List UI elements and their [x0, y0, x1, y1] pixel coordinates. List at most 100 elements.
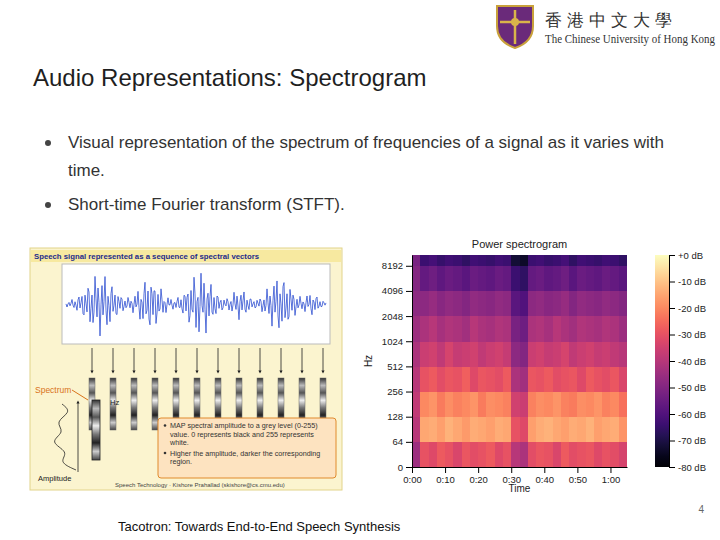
heatmap-cell: [486, 291, 495, 317]
heatmap-cell: [429, 442, 438, 467]
heatmap-cell: [412, 442, 421, 467]
heatmap-cell: [561, 266, 570, 292]
colorbar-axis-tick-mark: [669, 388, 675, 389]
frame-arrow: [176, 348, 177, 372]
heatmap-cell: [420, 341, 429, 367]
heatmap-cell: [412, 316, 421, 342]
note-bullet: [164, 452, 167, 455]
heatmap-cell: [462, 442, 471, 467]
heatmap-cell: [420, 366, 429, 392]
heatmap-cell: [594, 442, 603, 467]
heatmap-cell: [544, 266, 553, 292]
heatmap-cell: [462, 417, 471, 443]
colorbar-axis-tick-mark: [669, 282, 675, 283]
heatmap-cell: [577, 341, 586, 367]
heatmap-cell: [536, 366, 545, 392]
heatmap-cell: [553, 316, 562, 342]
frame-arrow: [92, 348, 93, 372]
x-axis-tick: 0:00: [403, 467, 422, 485]
note-text: Higher the amplitude, darker the corresp…: [170, 449, 320, 467]
heatmap-cell: [486, 366, 495, 392]
heatmap-cell: [610, 442, 619, 467]
heatmap-cell: [594, 291, 603, 317]
heatmap-cell: [503, 417, 512, 443]
heatmap-cell: [486, 266, 495, 292]
y-axis-title: Hz: [363, 355, 374, 367]
colorbar-axis-tick: -10 dB: [669, 276, 706, 287]
heatmap-cell: [619, 442, 627, 467]
heatmap-cell: [445, 266, 454, 292]
figure-background: [30, 248, 342, 490]
heatmap-cell: [536, 255, 545, 266]
colorbar-axis-tick-mark: [669, 255, 675, 256]
heatmap-cell: [511, 341, 520, 367]
heatmap-cell: [462, 392, 471, 418]
heatmap-cell: [503, 291, 512, 317]
x-axis-tick: 0:50: [569, 467, 588, 485]
hz-label: Hz: [110, 398, 119, 407]
heatmap-cell: [453, 291, 462, 317]
heatmap-cell: [445, 442, 454, 467]
heatmap-cell: [569, 392, 578, 418]
heatmap-cell: [437, 417, 446, 443]
heatmap-cell: [462, 266, 471, 292]
heatmap-cell: [470, 442, 479, 467]
heatmap-cell: [594, 316, 603, 342]
heatmap-cell: [412, 341, 421, 367]
x-axis-tick-mark: [445, 467, 446, 473]
heatmap-cell: [437, 442, 446, 467]
heatmap-cell: [528, 255, 537, 266]
heatmap-cell: [412, 255, 421, 266]
heatmap-cell: [602, 442, 611, 467]
heatmap-cell: [478, 392, 487, 418]
colorbar-axis-tick-label: -40 dB: [678, 356, 706, 367]
colorbar-axis: +0 dB-10 dB-20 dB-30 dB-40 dB-50 dB-60 d…: [669, 250, 706, 473]
heatmap-cell: [536, 417, 545, 443]
heatmap-cell: [420, 442, 429, 467]
logo-english: The Chinese University of Hong Kong: [545, 31, 715, 46]
colorbar-axis-tick-mark: [669, 308, 675, 309]
x-axis-tick-mark: [577, 467, 578, 473]
frame-arrow: [302, 348, 303, 372]
caption: Tacotron: Towards End-to-End Speech Synt…: [118, 519, 401, 534]
heatmap-cell: [528, 291, 537, 317]
frame-arrow: [239, 348, 240, 372]
heatmap-cell: [470, 341, 479, 367]
heatmap-cell: [462, 341, 471, 367]
x-axis-tick-label: 0:20: [469, 474, 488, 485]
heatmap-cell: [577, 442, 586, 467]
x-axis-tick-mark: [478, 467, 479, 473]
logo-chinese: 香港中文大學: [545, 10, 677, 30]
colorbar-axis-tick: -60 dB: [669, 409, 706, 420]
colorbar-axis-tick-mark: [669, 335, 675, 336]
figure-credit: Speech Technology · Kishore Prahallad (s…: [115, 482, 285, 488]
heatmap-cell: [462, 316, 471, 342]
bullet-text: Short-time Fourier transform (STFT).: [68, 195, 345, 214]
colorbar-axis-tick: -50 dB: [669, 382, 706, 393]
heatmap-cell: [486, 417, 495, 443]
figure-header-band: [31, 250, 341, 262]
heatmap-cell: [544, 341, 553, 367]
heatmap-cell: [544, 366, 553, 392]
heatmap-cell: [569, 366, 578, 392]
heatmap-cell: [586, 392, 595, 418]
heatmap-cell: [486, 392, 495, 418]
colorbar-axis-tick-label: -20 dB: [678, 303, 706, 314]
heatmap-cell: [528, 316, 537, 342]
crest-cross: [500, 10, 530, 44]
spectrum-pointer: [72, 390, 88, 400]
heatmap-cell: [495, 442, 504, 467]
heatmap-cell: [478, 341, 487, 367]
heatmap-cell: [478, 255, 487, 266]
heatmap-cell: [462, 366, 471, 392]
heatmap-cell: [429, 255, 438, 266]
heatmap-cell: [536, 316, 545, 342]
heatmap-cell: [503, 341, 512, 367]
heatmap-cell: [577, 291, 586, 317]
heatmap-cell: [577, 316, 586, 342]
text-line: value. 0 represents black and 255 repres…: [170, 430, 314, 439]
heatmap-cell: [610, 266, 619, 292]
y-axis-tick-mark: [406, 467, 412, 468]
heatmap-cell: [602, 255, 611, 266]
colorbar-axis-tick: -70 dB: [669, 435, 706, 446]
